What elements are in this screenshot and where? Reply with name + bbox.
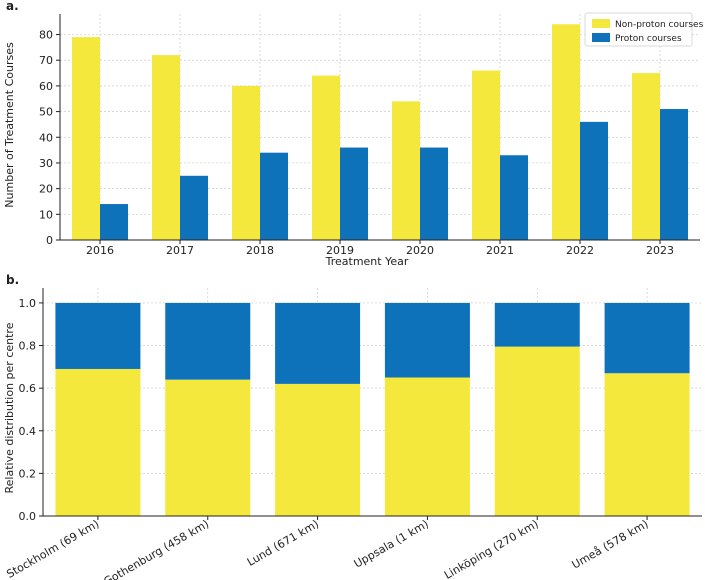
panel-a-x-tick-label: 2019 bbox=[326, 244, 354, 257]
panel-a-chart: a. 0 10 20 30 40 50 60 70 80 2016 2017 2018 2019 202… bbox=[3, 0, 704, 268]
bar-proton-courses-2023 bbox=[660, 109, 688, 240]
panel-b-x-tick-label: Uppsala (1 km) bbox=[352, 517, 431, 570]
panel-a-axes bbox=[59, 14, 700, 241]
panel-a-y-tick-label: 70 bbox=[39, 54, 53, 67]
panel-b-x-tick-label: Stockholm (69 km) bbox=[4, 517, 101, 580]
panel-a-label: a. bbox=[6, 0, 19, 13]
legend-swatch-proton bbox=[592, 33, 610, 42]
bar-non-proton-courses-2022 bbox=[552, 24, 580, 240]
panel-a-y-tick-label: 10 bbox=[39, 208, 53, 221]
panel-a-y-tick-label: 30 bbox=[39, 157, 53, 170]
stack-non-proton-gothenburg-458-km bbox=[165, 379, 251, 516]
bar-proton-courses-2021 bbox=[500, 155, 528, 240]
bar-proton-courses-2017 bbox=[180, 175, 208, 240]
bar-proton-courses-2018 bbox=[260, 152, 288, 240]
bar-proton-courses-2020 bbox=[420, 147, 448, 240]
panel-b-x-tick-label: Linköping (270 km) bbox=[442, 517, 541, 580]
panel-a-y-tick-label: 80 bbox=[39, 29, 53, 42]
bar-proton-courses-2016 bbox=[100, 204, 128, 240]
panel-b-y-tick-label: 0.8 bbox=[19, 340, 37, 353]
bar-non-proton-courses-2023 bbox=[632, 73, 660, 241]
bar-proton-courses-2019 bbox=[340, 147, 368, 240]
bar-non-proton-courses-2020 bbox=[392, 101, 420, 241]
panel-a-x-tick-label: 2023 bbox=[646, 244, 674, 257]
panel-b-y-ticks: 0.0 0.2 0.4 0.6 0.8 1.0 bbox=[19, 297, 43, 523]
bar-non-proton-courses-2021 bbox=[472, 70, 500, 240]
stack-proton-ume-578-km bbox=[604, 302, 690, 374]
panel-b-chart: b. 0.0 0.2 0.4 0.6 0.8 1.0 Stockholm (69 km) G… bbox=[3, 273, 702, 580]
panel-a-y-tick-label: 20 bbox=[39, 183, 53, 196]
panel-a-legend: Non-proton courses Proton courses bbox=[584, 12, 704, 47]
panel-b-y-tick-label: 0.4 bbox=[19, 425, 37, 438]
stack-proton-gothenburg-458-km bbox=[165, 302, 251, 380]
panel-a-y-ticks: 0 10 20 30 40 50 60 70 80 bbox=[39, 29, 60, 247]
panel-b-grid bbox=[43, 288, 702, 516]
stack-non-proton-uppsala-1-km bbox=[384, 377, 470, 516]
panel-a-bars bbox=[72, 24, 688, 241]
bar-non-proton-courses-2016 bbox=[72, 37, 100, 241]
stack-non-proton-lund-671-km bbox=[275, 383, 361, 516]
panel-a-x-tick-label: 2022 bbox=[566, 244, 594, 257]
panel-a-x-tick-label: 2020 bbox=[406, 244, 434, 257]
panel-a-x-tick-label: 2016 bbox=[86, 244, 114, 257]
panel-b-x-tick-label: Umeå (578 km) bbox=[570, 517, 651, 571]
panel-a-y-axis-label: Number of Treatment Courses bbox=[3, 42, 16, 208]
panel-a-y-tick-label: 40 bbox=[39, 131, 53, 144]
panel-a-y-tick-label: 60 bbox=[39, 80, 53, 93]
legend-label-proton: Proton courses bbox=[615, 34, 682, 44]
stack-proton-link-ping-270-km bbox=[494, 302, 580, 347]
panel-a-x-tick-label: 2021 bbox=[486, 244, 514, 257]
bar-non-proton-courses-2018 bbox=[232, 85, 260, 240]
panel-b-y-axis-label: Relative distribution per centre bbox=[3, 322, 16, 493]
panel-a-y-tick-label: 50 bbox=[39, 106, 53, 119]
stack-non-proton-ume-578-km bbox=[604, 373, 690, 516]
panel-b-axes bbox=[42, 288, 702, 517]
panel-a-x-tick-label: 2018 bbox=[246, 244, 274, 257]
panel-b-bars bbox=[55, 302, 690, 516]
stack-proton-stockholm-69-km bbox=[55, 302, 141, 369]
legend-swatch-non-proton bbox=[592, 19, 610, 28]
panel-b-x-tick-label: Lund (671 km) bbox=[245, 517, 321, 569]
stack-non-proton-link-ping-270-km bbox=[494, 346, 580, 516]
bar-proton-courses-2022 bbox=[580, 121, 608, 240]
legend-label-non-proton: Non-proton courses bbox=[615, 20, 704, 30]
stack-non-proton-stockholm-69-km bbox=[55, 368, 141, 516]
bar-non-proton-courses-2017 bbox=[152, 55, 180, 240]
panel-a-y-tick-label: 0 bbox=[46, 234, 53, 247]
panel-b-y-tick-label: 0.2 bbox=[19, 467, 37, 480]
legend-frame bbox=[584, 12, 693, 47]
panel-b-x-tick-label: Gothenburg (458 km) bbox=[102, 517, 212, 580]
panel-b-x-ticks: Stockholm (69 km) Gothenburg (458 km) Lund… bbox=[4, 516, 651, 580]
panel-a-x-axis-label: Treatment Year bbox=[325, 255, 409, 268]
panel-b-y-tick-label: 0.0 bbox=[19, 510, 37, 523]
stack-proton-lund-671-km bbox=[275, 302, 361, 384]
panel-b-y-tick-label: 0.6 bbox=[19, 382, 37, 395]
panel-b-label: b. bbox=[6, 273, 19, 287]
stack-proton-uppsala-1-km bbox=[384, 302, 470, 378]
panel-a-x-ticks: 2016 2017 2018 2019 2020 2021 2022 2023 bbox=[86, 240, 674, 257]
panel-a-x-tick-label: 2017 bbox=[166, 244, 194, 257]
bar-non-proton-courses-2019 bbox=[312, 75, 340, 241]
panel-b-y-tick-label: 1.0 bbox=[19, 297, 37, 310]
